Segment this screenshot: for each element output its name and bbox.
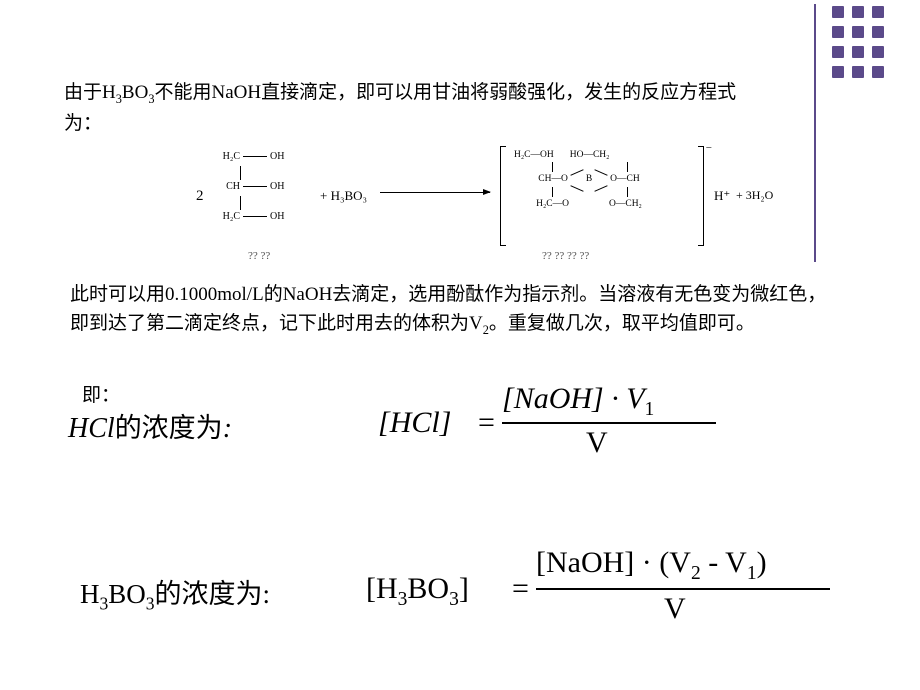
- reaction-arrow: [380, 192, 490, 193]
- slide: 由于H3BO3不能用NaOH直接滴定，即可以用甘油将弱酸强化，发生的反应方程式为…: [0, 0, 920, 690]
- h-plus: H⁺: [714, 188, 730, 204]
- plus-water: + 3H₂O: [736, 188, 773, 203]
- product-complex: − H₂C—OHHO—CH₂ CH—O B: [500, 144, 704, 248]
- coefficient-2: 2: [196, 188, 204, 205]
- glycerol-structure: H₂COH CHOH H₂COH: [216, 150, 308, 226]
- plus-h3bo3: + H₃BO₃: [320, 188, 367, 204]
- that-is-label: 即：: [82, 380, 120, 407]
- intro-paragraph: 由于H3BO3不能用NaOH直接滴定，即可以用甘油将弱酸强化，发生的反应方程式为…: [64, 78, 744, 138]
- hcl-concentration-label: HCl的浓度为:: [68, 406, 232, 445]
- method-paragraph: 此时可以用0.1000mol/L的NaOH去滴定，选用酚酞作为指示剂。当溶液有无…: [70, 280, 830, 340]
- reagent-label-right: ?? ?? ?? ??: [542, 250, 589, 262]
- reagent-label-left: ?? ??: [248, 250, 270, 262]
- vertical-accent-line: [814, 4, 816, 262]
- h3bo3-concentration-label: H3BO3的浓度为:: [80, 572, 270, 614]
- reaction-equation: 2 H₂COH CHOH H₂COH + H₃BO₃ − H₂C—OHHO—CH…: [128, 138, 788, 248]
- decorative-dots: [832, 6, 884, 78]
